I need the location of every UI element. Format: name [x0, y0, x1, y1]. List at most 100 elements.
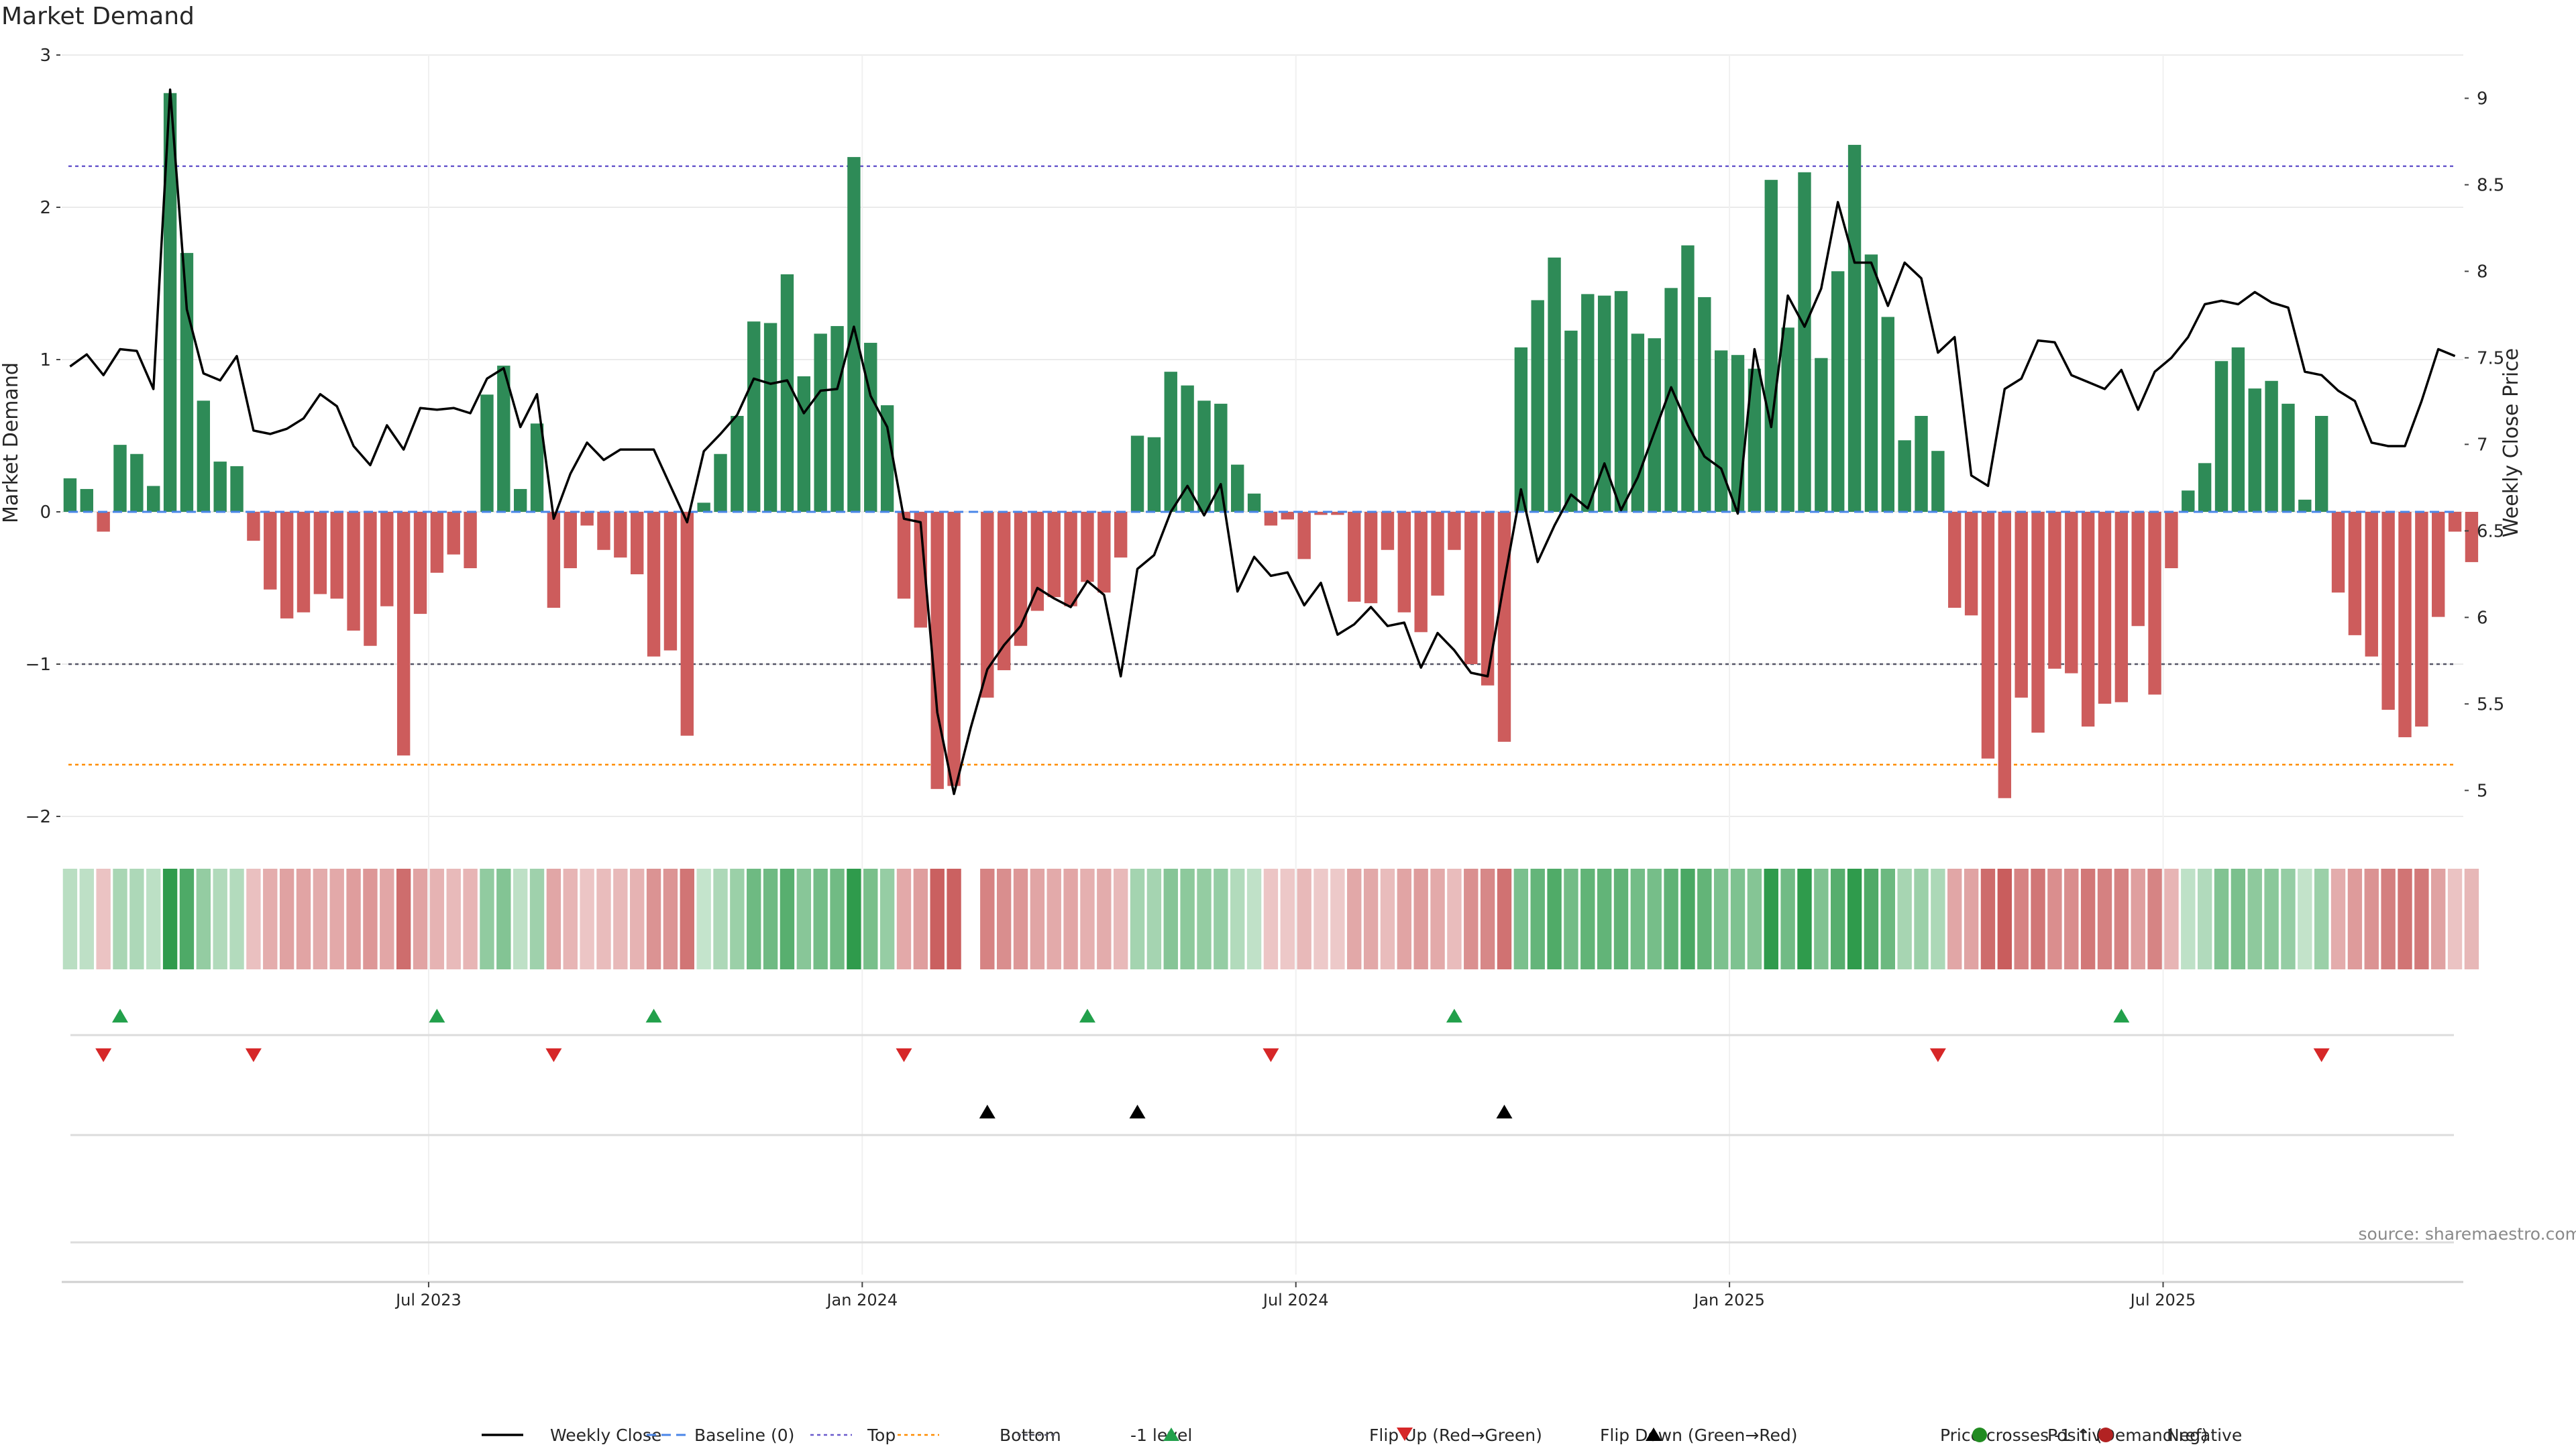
- heat-cell: [96, 869, 111, 969]
- heat-cell: [1630, 869, 1646, 969]
- heat-cell: [480, 869, 494, 969]
- negative-demand-bar: [997, 512, 1011, 671]
- price-cross-marker: [1496, 1104, 1513, 1119]
- heat-cell: [2398, 869, 2412, 969]
- heat-cell: [2214, 869, 2229, 969]
- negative-demand-bar: [1114, 512, 1128, 558]
- right-tick-label: 8: [2477, 262, 2488, 282]
- heat-cell: [2464, 869, 2479, 969]
- flip-up-marker: [112, 1008, 129, 1023]
- negative-demand-bar: [2131, 512, 2145, 627]
- heat-cell: [879, 869, 895, 969]
- negative-demand-bar: [2415, 512, 2428, 727]
- heat-cell: [580, 869, 594, 969]
- flip-up-marker: [1079, 1008, 1095, 1023]
- heat-cell: [2031, 869, 2045, 969]
- heat-cell: [680, 869, 694, 969]
- heat-cell: [1113, 869, 1128, 969]
- flip-down-marker: [896, 1048, 912, 1063]
- heat-cell: [1347, 869, 1362, 969]
- positive-demand-bar: [1798, 172, 1811, 512]
- positive-demand-bar: [1614, 290, 1628, 512]
- heat-cell: [830, 869, 845, 969]
- heat-cell: [296, 869, 311, 969]
- negative-demand-bar: [464, 512, 477, 568]
- right-tick-label: 8.5: [2477, 175, 2504, 195]
- negative-demand-bar: [2365, 512, 2378, 657]
- left-tick-label: 0: [40, 502, 51, 523]
- heat-cell: [162, 869, 178, 969]
- positive-demand-bar: [1714, 350, 1728, 512]
- heat-cell: [646, 869, 661, 969]
- positive-demand-bar: [780, 274, 794, 512]
- flip-up-marker: [1446, 1008, 1462, 1023]
- negative-demand-bar: [430, 512, 444, 573]
- chart-title: Market Demand: [1, 3, 195, 30]
- heat-cell: [1814, 869, 1829, 969]
- positive-demand-bar: [230, 466, 244, 512]
- negative-demand-bar: [1331, 512, 1344, 515]
- heat-cell: [913, 869, 928, 969]
- positive-demand-bar: [763, 323, 777, 512]
- negative-demand-bar: [297, 512, 311, 612]
- heat-cell: [1046, 869, 1061, 969]
- flip-up-marker: [2113, 1008, 2130, 1023]
- heat-cell: [1713, 869, 1729, 969]
- negative-demand-bar: [1964, 512, 1978, 616]
- left-tick-label: 3: [40, 46, 51, 66]
- heat-cell: [196, 869, 211, 969]
- price-cross-marker: [1129, 1104, 1146, 1119]
- heat-cell: [113, 869, 127, 969]
- negative-demand-bar: [1448, 512, 1461, 550]
- heat-cell: [2164, 869, 2179, 969]
- heat-cell: [1480, 869, 1495, 969]
- negative-demand-bar: [247, 512, 260, 541]
- positive-demand-bar: [1831, 271, 1845, 512]
- heat-cell: [1130, 869, 1145, 969]
- right-tick-label: 7: [2477, 435, 2488, 455]
- positive-demand-bar: [1648, 338, 1661, 512]
- heat-cell: [947, 869, 961, 969]
- heat-cell: [263, 869, 278, 969]
- legend-label: Flip Up (Red→Green): [1369, 1426, 1542, 1445]
- heat-cell: [1230, 869, 1245, 969]
- heat-cell: [763, 869, 778, 969]
- heat-cell: [980, 869, 995, 969]
- positive-demand-bar: [1931, 451, 1945, 512]
- negative-demand-bar: [396, 512, 411, 756]
- negative-demand-bar: [897, 512, 911, 599]
- positive-demand-bar: [480, 394, 494, 512]
- negative-demand-bar: [2048, 512, 2061, 669]
- legend-swatch-positive: [1972, 1428, 1987, 1442]
- positive-demand-bar: [1197, 400, 1211, 512]
- positive-demand-bar: [2298, 499, 2312, 512]
- heat-cell: [2264, 869, 2279, 969]
- negative-demand-bar: [1064, 512, 1077, 606]
- right-tick-label: 5: [2477, 781, 2488, 801]
- heat-cell: [1980, 869, 1996, 969]
- weekly-close-series: [69, 88, 2456, 796]
- positive-demand-bar: [1231, 464, 1244, 512]
- heat-cell: [796, 869, 812, 969]
- flip-down-marker: [2313, 1048, 2330, 1063]
- heat-cell: [930, 869, 945, 969]
- heat-cell: [1580, 869, 1595, 969]
- negative-demand-bar: [1998, 512, 2012, 798]
- negative-demand-bar: [1497, 512, 1511, 742]
- heat-cell: [179, 869, 195, 969]
- positive-demand-bar: [2265, 380, 2278, 512]
- negative-demand-bar: [1297, 512, 1311, 559]
- positive-demand-bar: [1548, 257, 1561, 512]
- negative-demand-bar: [1481, 512, 1495, 686]
- positive-demand-bar: [530, 423, 544, 512]
- legend-swatch-flip-down: [1397, 1428, 1413, 1441]
- positive-demand-bar: [1898, 440, 1911, 512]
- heat-cell: [596, 869, 611, 969]
- heat-cell: [146, 869, 161, 969]
- positive-demand-bar: [1531, 300, 1544, 512]
- negative-demand-bar: [564, 512, 577, 568]
- heat-cell: [1080, 869, 1095, 969]
- heat-cell: [2047, 869, 2062, 969]
- negative-demand-bar: [2065, 512, 2078, 674]
